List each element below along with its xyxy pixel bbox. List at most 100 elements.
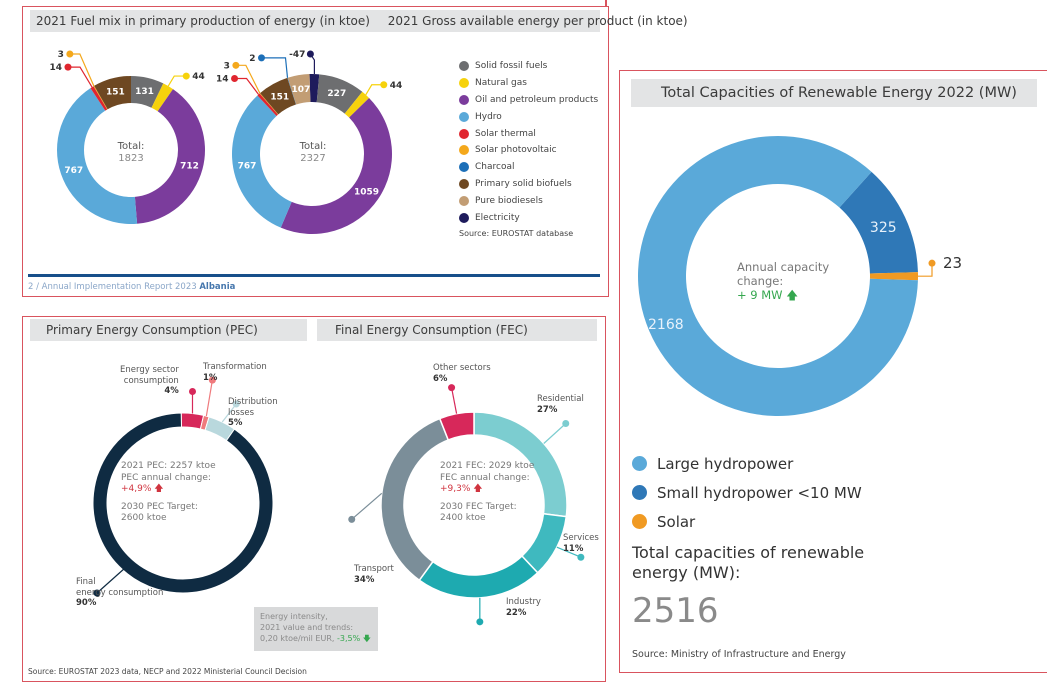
gross-solar-thermal-marker	[231, 74, 239, 82]
fuel-mix-solar-pv-marker	[66, 50, 74, 58]
report-footer: 2 / Annual Implementation Report 2023 Al…	[28, 282, 235, 292]
fuel-mix-title: 2021 Fuel mix in primary production of e…	[36, 14, 370, 28]
fuel-mix-slice-natural-gas	[151, 83, 173, 112]
gross-label-hydro: 767	[238, 162, 257, 172]
pec-target-label: 2030 PEC Target:	[121, 501, 198, 512]
pec-final-value: 90%	[76, 598, 97, 608]
legend-label: Natural gas	[475, 78, 527, 89]
pec-energy-sector-value: 4%	[164, 386, 179, 396]
fuel-mix-slice-oil-and-petroleum-products	[134, 89, 206, 224]
legend-label: Solar thermal	[475, 128, 536, 139]
gross-energy-slice-electricity	[309, 74, 320, 103]
renewable-solar-leader	[917, 263, 933, 277]
legend-item-charcoal: Charcoal	[459, 159, 598, 176]
report-footer-text: 2 / Annual Implementation Report 2023	[28, 282, 197, 292]
intensity-line2: 2021 value and trends:	[260, 623, 354, 632]
total-capacity-value: 2516	[632, 591, 719, 631]
fuel-mix-panel: 2021 Fuel mix in primary production of e…	[22, 6, 688, 297]
legend-swatch-icon	[459, 145, 469, 156]
legend-label: Oil and petroleum products	[475, 94, 599, 105]
gross-energy-slice-natural-gas	[344, 91, 370, 118]
fec-label-transport: Transport 34%	[354, 564, 394, 585]
bottom-charts-svg	[92, 376, 585, 626]
fec-slice-industry	[418, 554, 539, 599]
pec-transformation-leader	[205, 379, 213, 417]
gross-natural-gas-marker	[380, 81, 388, 89]
arrow-up-icon: 🡅	[782, 288, 799, 302]
renewable-slice-large-hydropower	[638, 136, 918, 417]
fec-industry-value: 22%	[506, 607, 527, 618]
fuel-mix-slice-hydro	[56, 88, 138, 225]
legend-swatch-icon	[632, 485, 647, 500]
legend-label: Charcoal	[475, 162, 515, 173]
footer-divider	[28, 274, 600, 277]
pec-final-energy-consumption-marker	[93, 589, 101, 597]
renewable-label-solar: 23	[943, 254, 962, 272]
pec-slice-final-energy-consumption	[92, 412, 274, 594]
legend-item-solar-thermal: Solar thermal	[459, 125, 598, 142]
fuel-source: Source: EUROSTAT database	[459, 229, 574, 238]
annual-change-value: + 9 MW	[737, 288, 783, 302]
pec-transformation-value: 1%	[203, 372, 218, 383]
legend-label: Large hydropower	[657, 454, 794, 473]
legend-label: Solar	[657, 512, 696, 531]
fec-target-label: 2030 FEC Target:	[440, 501, 517, 512]
legend-item-natural-gas: Natural gas	[459, 75, 598, 92]
pec-center-text: 2021 PEC: 2257 ktoe PEC annual change: +…	[121, 461, 216, 525]
fec-header: Final Energy Consumption (FEC)	[317, 319, 597, 341]
gross-label-solar-thermal: 14	[216, 74, 229, 84]
gross-label-oil: 1059	[354, 187, 379, 197]
pec-change-value: +4,9%	[121, 484, 152, 494]
gross-energy-total-label: Total:	[299, 141, 327, 152]
fuel-mix-label-solar-thermal: 14	[49, 63, 62, 73]
gross-label-solar-pv: 3	[224, 61, 230, 71]
pec-slice-energy-sector-consumption	[180, 412, 205, 430]
gross-energy-total-value: 2327	[300, 153, 326, 164]
renewable-label-large-hydro: 2168	[648, 317, 684, 333]
pec-2021: 2021 PEC: 2257 ktoe	[121, 461, 216, 471]
pec-transformation-marker	[208, 376, 216, 384]
pec-label-final: Final energy consumption 90%	[76, 577, 164, 608]
pec-energy-sector-consumption-marker	[188, 388, 196, 396]
fec-transport-value: 34%	[354, 574, 375, 585]
gross-energy-slice-primary-solid-biofuels	[260, 77, 296, 115]
arrow-down-icon: 🡇	[360, 634, 371, 643]
fec-label-other: Other sectors 6%	[433, 363, 491, 384]
legend-item-oil-and-petroleum-products: Oil and petroleum products	[459, 92, 598, 109]
pec-label-distribution: Distribution losses 5%	[228, 397, 278, 428]
consumption-source: Source: EUROSTAT 2023 data, NECP and 202…	[28, 667, 307, 676]
gross-solar-thermal-leader	[234, 77, 260, 95]
gross-label-charcoal: 2	[249, 54, 255, 64]
legend-swatch-icon	[459, 195, 469, 206]
fec-label-industry: Industry 22%	[506, 597, 541, 618]
renewable-capacity-panel: Total Capacities of Renewable Energy 202…	[619, 70, 1047, 673]
fec-services-marker	[577, 553, 585, 561]
gross-label-electricity: -47	[289, 50, 305, 60]
fec-change-label: FEC annual change:	[440, 472, 530, 483]
legend-swatch-icon	[632, 456, 647, 471]
fuel-mix-slice-solid-fossil-fuels	[131, 76, 164, 108]
fec-other-sectors-marker	[448, 384, 456, 392]
legend-item-pure-biodiesels: Pure biodiesels	[459, 192, 598, 209]
renewable-chart-svg: 325 2168 23	[638, 136, 962, 417]
fuel-mix-natural-gas-marker	[182, 72, 190, 80]
fuel-mix-total-value: 1823	[118, 153, 144, 164]
fuel-mix-label-natural-gas: 44	[192, 72, 205, 82]
fuel-mix-label-oil: 712	[180, 162, 199, 172]
gross-energy-slice-solid-fossil-fuels	[316, 74, 363, 114]
legend-item-electricity: Electricity	[459, 209, 598, 226]
gross-natural-gas-leader	[365, 84, 384, 96]
gross-energy-slice-solar-photovoltaic	[259, 93, 279, 115]
pec-distribution-losses-leader	[221, 403, 237, 423]
legend-swatch-icon	[459, 128, 469, 139]
fec-label-services: Services 11%	[563, 533, 599, 554]
total-capacity-label: Total capacities of renewable energy (MW…	[632, 543, 865, 582]
arrow-up-icon: 🡅	[470, 484, 483, 494]
legend-swatch-icon	[459, 78, 469, 89]
gross-label-biofuels: 151	[270, 93, 289, 103]
legend-swatch-icon	[459, 111, 469, 122]
gross-solar-pv-marker	[232, 61, 240, 69]
annual-change-label1: Annual capacity	[737, 260, 830, 274]
gross-energy-slice-solar-thermal	[257, 93, 278, 116]
